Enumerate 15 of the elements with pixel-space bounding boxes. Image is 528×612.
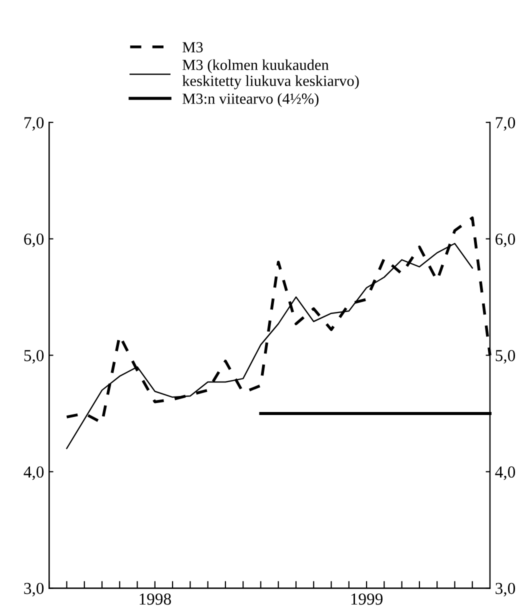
y2-tick-label: 7,0 [496, 117, 516, 131]
y-tick-label: 7,0 [24, 117, 44, 131]
y-tick-label: 4,0 [24, 466, 44, 480]
y-tick-label: 3,0 [24, 582, 44, 596]
legend-label: M3 (kolmen kuukauden keskitetty liukuva keskiarvo) [182, 59, 359, 90]
legend-label: M3 [182, 42, 203, 52]
y2-tick-label: 4,0 [495, 466, 516, 480]
y2-tick-label: 6,0 [496, 234, 516, 248]
y-tick-label: 6,0 [24, 234, 44, 248]
y-tick-label: 5,0 [24, 350, 44, 364]
legend-label: M3:n viitearvo (4½%) [182, 93, 318, 107]
y2-tick-label: 3,0 [496, 582, 516, 596]
y2-tick-label: 5,0 [496, 350, 516, 364]
x-tick-label: 1998 [140, 593, 171, 605]
x-tick-label: 1999 [351, 594, 383, 605]
